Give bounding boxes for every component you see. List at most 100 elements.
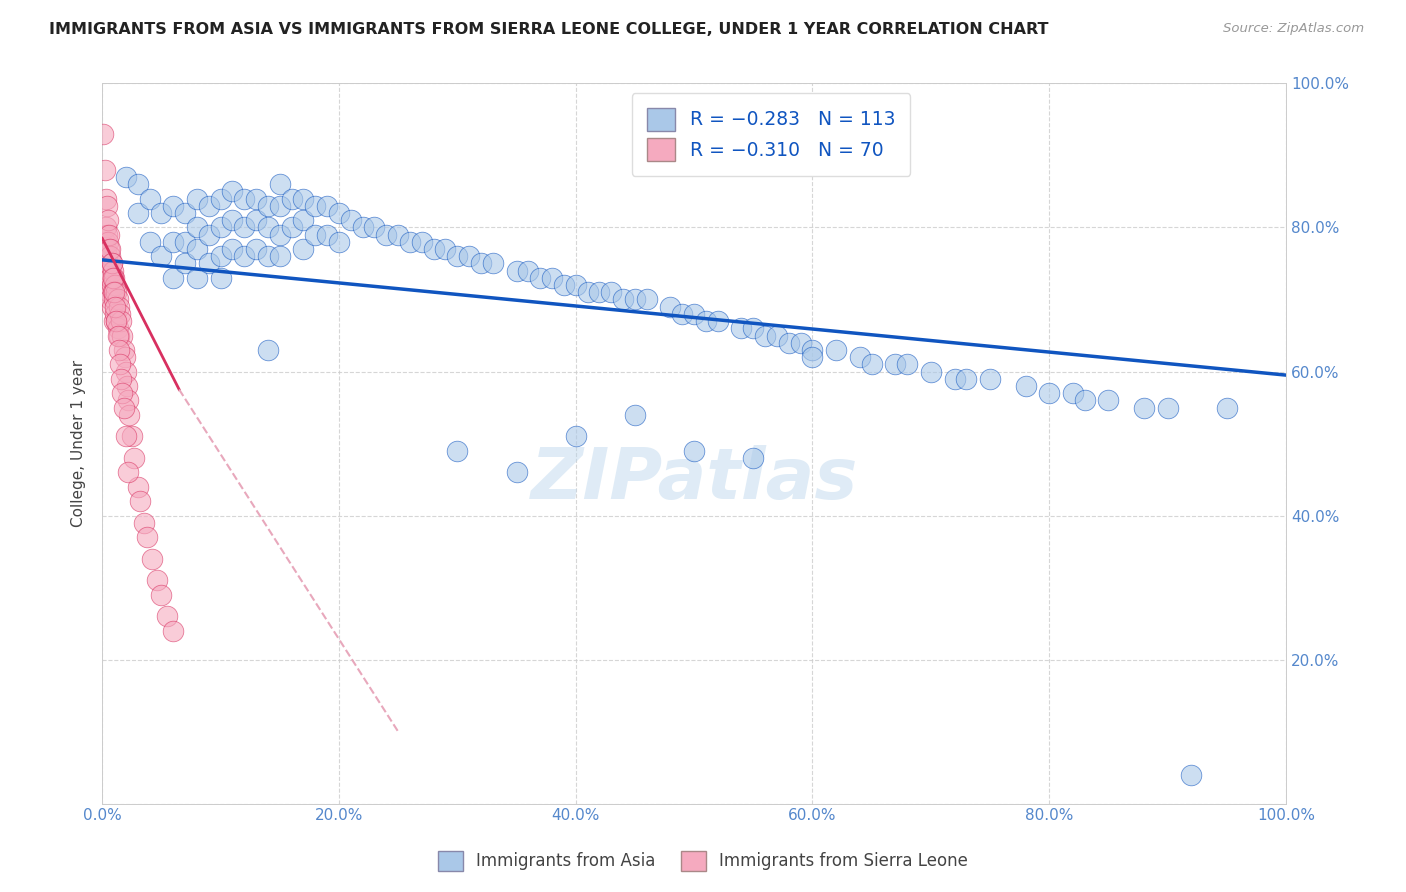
Point: [1062, 386, 1084, 401]
Point: [162, 271, 184, 285]
Point: [328, 235, 350, 249]
Point: [94, 220, 117, 235]
Point: [93, 162, 115, 177]
Point: [100, 249, 122, 263]
Point: [186, 192, 208, 206]
Y-axis label: College, Under 1 year: College, Under 1 year: [72, 360, 86, 527]
Point: [138, 235, 160, 249]
Point: [624, 293, 647, 307]
Point: [304, 227, 326, 242]
Point: [280, 220, 302, 235]
Point: [458, 249, 481, 263]
Point: [399, 235, 422, 249]
Point: [505, 263, 527, 277]
Point: [117, 393, 139, 408]
Point: [269, 199, 291, 213]
Point: [93, 127, 115, 141]
Point: [103, 285, 125, 300]
Point: [98, 285, 121, 300]
Point: [100, 256, 122, 270]
Point: [434, 242, 457, 256]
Point: [107, 321, 129, 335]
Point: [825, 343, 848, 357]
Point: [96, 249, 118, 263]
Legend: R = −0.283   N = 113, R = −0.310   N = 70: R = −0.283 N = 113, R = −0.310 N = 70: [631, 93, 910, 176]
Text: Source: ZipAtlas.com: Source: ZipAtlas.com: [1223, 22, 1364, 36]
Point: [97, 256, 120, 270]
Point: [105, 314, 128, 328]
Point: [97, 235, 120, 249]
Point: [107, 300, 129, 314]
Point: [209, 271, 232, 285]
Point: [1073, 393, 1095, 408]
Point: [129, 494, 152, 508]
Point: [860, 357, 883, 371]
Point: [174, 235, 197, 249]
Point: [624, 408, 647, 422]
Point: [482, 256, 505, 270]
Point: [221, 213, 243, 227]
Legend: Immigrants from Asia, Immigrants from Sierra Leone: Immigrants from Asia, Immigrants from Si…: [430, 842, 976, 880]
Point: [257, 249, 280, 263]
Point: [221, 242, 243, 256]
Point: [97, 278, 120, 293]
Point: [979, 372, 1001, 386]
Point: [100, 293, 122, 307]
Point: [112, 343, 135, 357]
Point: [742, 450, 765, 465]
Point: [1133, 401, 1156, 415]
Point: [955, 372, 977, 386]
Point: [107, 343, 129, 357]
Point: [197, 256, 219, 270]
Point: [107, 328, 129, 343]
Point: [186, 242, 208, 256]
Point: [209, 249, 232, 263]
Point: [446, 443, 468, 458]
Point: [529, 271, 551, 285]
Point: [269, 227, 291, 242]
Point: [233, 192, 256, 206]
Point: [422, 242, 444, 256]
Point: [541, 271, 564, 285]
Point: [104, 307, 127, 321]
Point: [103, 293, 125, 307]
Point: [257, 220, 280, 235]
Point: [766, 328, 789, 343]
Point: [884, 357, 907, 371]
Point: [100, 271, 122, 285]
Point: [186, 220, 208, 235]
Point: [111, 386, 134, 401]
Point: [292, 213, 315, 227]
Point: [671, 307, 693, 321]
Point: [108, 307, 131, 321]
Point: [115, 364, 138, 378]
Point: [162, 624, 184, 638]
Point: [110, 314, 132, 328]
Text: IMMIGRANTS FROM ASIA VS IMMIGRANTS FROM SIERRA LEONE COLLEGE, UNDER 1 YEAR CORRE: IMMIGRANTS FROM ASIA VS IMMIGRANTS FROM …: [49, 22, 1049, 37]
Point: [754, 328, 776, 343]
Point: [896, 357, 918, 371]
Point: [100, 256, 122, 270]
Point: [411, 235, 433, 249]
Point: [112, 401, 135, 415]
Point: [363, 220, 385, 235]
Point: [197, 227, 219, 242]
Point: [340, 213, 363, 227]
Point: [127, 480, 149, 494]
Point: [612, 293, 634, 307]
Point: [103, 314, 125, 328]
Point: [98, 263, 121, 277]
Point: [162, 235, 184, 249]
Point: [564, 429, 586, 443]
Point: [659, 300, 682, 314]
Point: [209, 220, 232, 235]
Point: [375, 227, 398, 242]
Point: [117, 466, 139, 480]
Point: [564, 278, 586, 293]
Point: [209, 192, 232, 206]
Point: [257, 343, 280, 357]
Point: [96, 227, 118, 242]
Point: [1097, 393, 1119, 408]
Point: [683, 307, 706, 321]
Point: [588, 285, 610, 300]
